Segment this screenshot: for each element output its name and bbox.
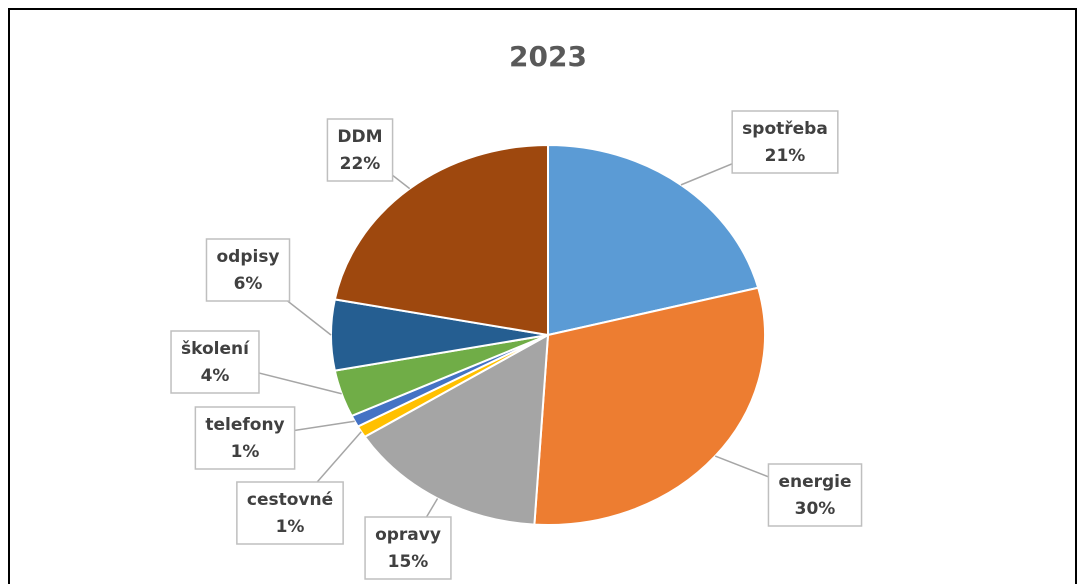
data-label-box [194, 406, 296, 470]
chart-title: 2023 [509, 40, 587, 73]
data-label-value: 1% [276, 517, 305, 537]
data-label-box [731, 110, 839, 174]
data-label-value: 30% [795, 499, 836, 519]
data-label-name: telefony [205, 415, 284, 435]
slice [333, 143, 549, 337]
data-label-name: školení [181, 339, 250, 359]
data-label-value: 15% [388, 552, 429, 572]
data-label-box [767, 463, 863, 527]
data-label-name: odpisy [216, 247, 279, 267]
data-label-box [364, 516, 452, 580]
data-label-name: energie [778, 472, 851, 492]
data-label-box [326, 118, 394, 182]
data-label-name: spotřeba [742, 119, 828, 139]
data-label-box [205, 238, 291, 302]
data-label-value: 6% [234, 274, 263, 294]
data-label-name: opravy [375, 525, 441, 545]
slice [363, 333, 550, 526]
data-label-box [170, 330, 260, 394]
data-label-value: 22% [340, 154, 381, 174]
data-label-value: 1% [231, 442, 260, 462]
data-label-value: 4% [201, 366, 230, 386]
slices [330, 143, 766, 526]
data-label-name: DDM [337, 127, 382, 147]
data-label-value: 21% [765, 146, 806, 166]
data-label-box [236, 481, 344, 545]
labels: spotřeba 21% energie 30% opravy 15% cestovné 1%… [170, 110, 863, 580]
data-label-name: cestovné [247, 490, 333, 510]
